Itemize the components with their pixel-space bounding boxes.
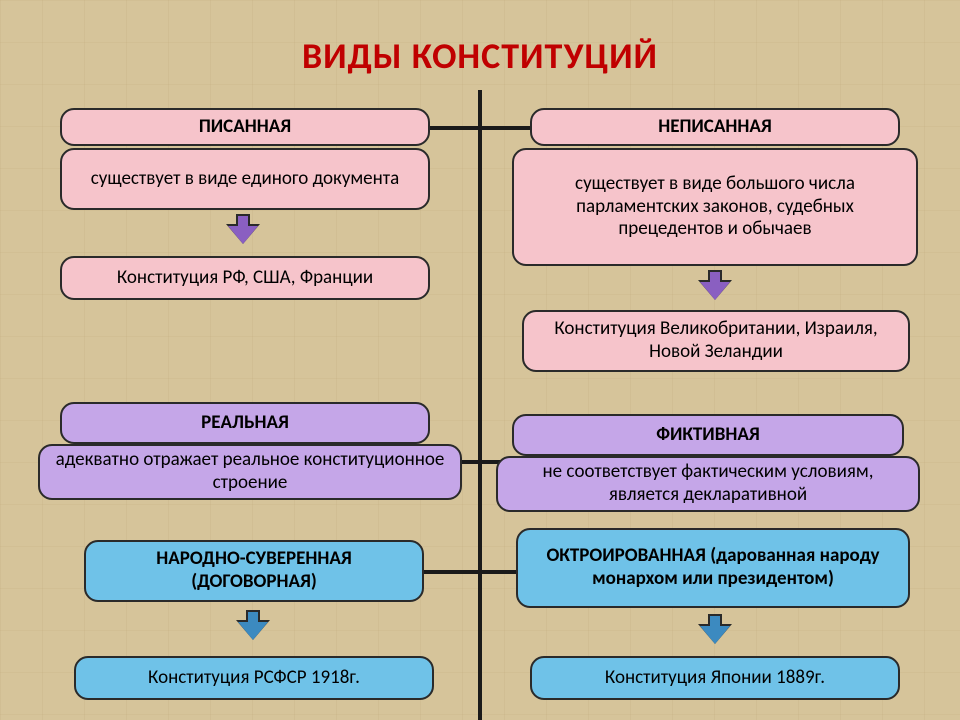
arrow-down-icon [700,614,730,644]
diagram-title: ВИДЫ КОНСТИТУЦИЙ [0,34,960,78]
left-blue-example: Конституция РСФСР 1918г. [74,656,434,700]
left-pink-header: ПИСАННАЯ [60,108,430,146]
arrow-down-icon [700,270,730,300]
left-pink-desc: существует в виде единого документа [60,148,430,210]
arrow-down-icon [228,214,258,244]
right-pink-header: НЕПИСАННАЯ [530,108,900,146]
right-blue-header: ОКТРОИРОВАННАЯ (дарованная народу монарх… [516,528,910,608]
right-purple-desc: не соответствует фактическим условиям, я… [496,456,920,512]
left-blue-header: НАРОДНО-СУВЕРЕННАЯ (ДОГОВОРНАЯ) [84,540,424,602]
center-divider [478,90,482,720]
left-purple-desc: адекватно отражает реальное конституцион… [38,444,462,500]
right-purple-header: ФИКТИВНАЯ [512,414,904,456]
right-pink-desc: существует в виде большого числа парламе… [512,148,918,266]
arrow-down-icon [238,610,268,640]
left-purple-header: РЕАЛЬНАЯ [60,402,430,444]
left-pink-example: Конституция РФ, США, Франции [60,256,430,300]
right-pink-example: Конституция Великобритании, Израиля, Нов… [522,310,910,372]
right-blue-example: Конституция Японии 1889г. [530,656,900,700]
